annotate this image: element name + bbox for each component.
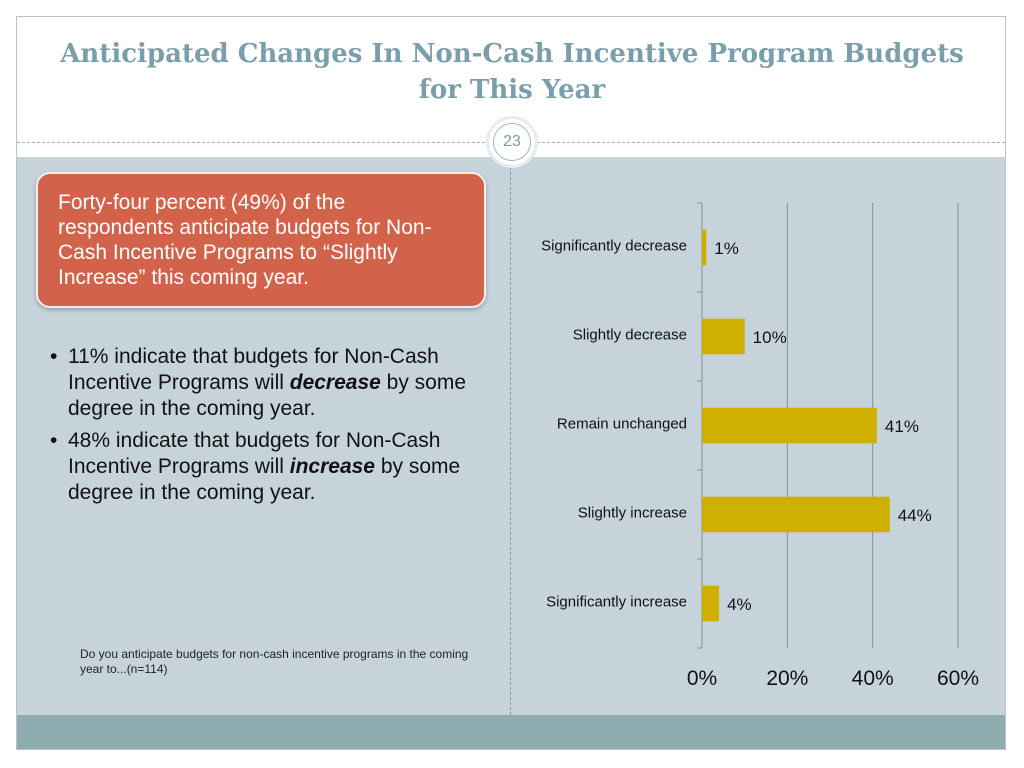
bar-chart: Significantly decrease 1% Slightly decreas… (541, 202, 979, 690)
x-tick-label: 40% (852, 667, 894, 690)
title-line-1: Anticipated Changes In Non-Cash Incentiv… (60, 39, 964, 69)
x-tick-label: 0% (687, 667, 717, 690)
page-number: 23 (493, 123, 531, 161)
bar (702, 318, 745, 355)
bullet-text-before: 48% indicate that budgets for Non-Cash I… (68, 429, 441, 478)
footer-band (17, 715, 1005, 749)
bullet-emphasis: decrease (289, 371, 381, 394)
bar (702, 407, 877, 444)
bar (702, 229, 707, 266)
x-tick-label: 60% (937, 667, 979, 690)
callout-box: Forty-four percent (49%) of the responde… (36, 172, 486, 308)
data-label: 10% (753, 328, 787, 347)
callout-text: Forty-four percent (49%) of the responde… (58, 191, 432, 289)
category-label: Significantly decrease (541, 237, 687, 254)
bar (702, 585, 720, 622)
bullet-list: 11% indicate that budgets for Non-Cash I… (48, 344, 468, 512)
bar (702, 496, 890, 533)
data-label: 1% (714, 239, 739, 258)
category-label: Remain unchanged (557, 415, 687, 432)
category-label: Slightly increase (578, 504, 687, 521)
title-line-2: for This Year (418, 75, 606, 105)
bullet-item: 11% indicate that budgets for Non-Cash I… (48, 344, 468, 422)
survey-question: Do you anticipate budgets for non-cash i… (80, 647, 469, 676)
category-label: Significantly increase (546, 593, 687, 610)
bullet-text-after: by some degree in the coming year. (68, 455, 461, 504)
column-separator (510, 157, 511, 715)
bullet-text-after: by some degree in the coming year. (68, 371, 467, 420)
slide-frame (16, 16, 1006, 750)
data-label: 4% (727, 595, 752, 614)
bullet-text-before: 11% indicate that budgets for Non-Cash I… (68, 345, 439, 394)
category-label: Slightly decrease (573, 326, 687, 343)
x-tick-label: 20% (766, 667, 808, 690)
data-label: 41% (885, 417, 919, 436)
bullet-item: 48% indicate that budgets for Non-Cash I… (48, 428, 468, 506)
data-label: 44% (898, 506, 932, 525)
page-number-badge: 23 (486, 116, 538, 168)
bullet-emphasis: increase (289, 455, 375, 478)
slide-title: Anticipated Changes In Non-Cash Incentiv… (40, 36, 984, 108)
